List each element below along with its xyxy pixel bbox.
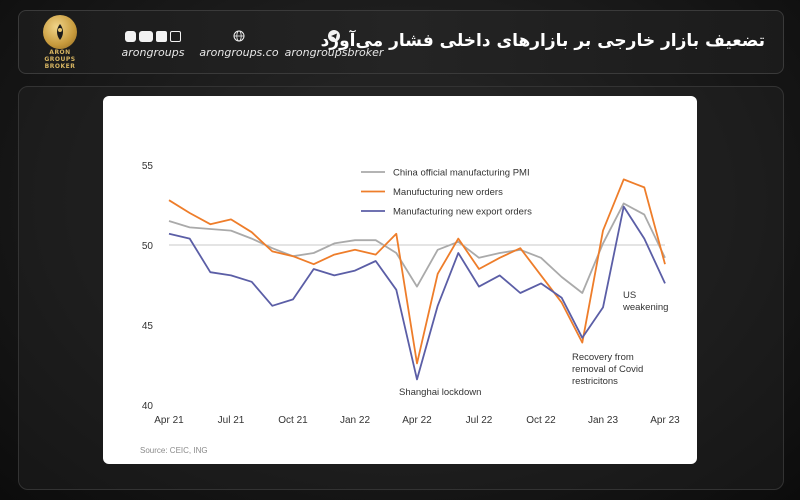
x-tick-label: Apr 21 <box>154 415 184 426</box>
telegram-icon[interactable] <box>328 30 340 42</box>
x-tick-label: Jul 22 <box>466 415 493 426</box>
chart-source: Source: CEIC, ING <box>140 446 208 455</box>
x-tick-label: Apr 23 <box>650 415 680 426</box>
x-tick-label: Jul 21 <box>218 415 245 426</box>
y-tick-label: 50 <box>142 241 154 252</box>
aron-groups-logo[interactable]: ARON GROUPS BROKER <box>29 15 91 71</box>
annotation-recovery-line-2: removal of Covid <box>572 364 643 375</box>
series-line-2 <box>168 178 666 365</box>
social-group-arongroups: arongroups <box>111 29 195 59</box>
youtube-icon[interactable] <box>139 30 153 42</box>
x-tick-label: Oct 22 <box>526 415 556 426</box>
line-chart: 40 45 50 55 Apr 21 Jul 21 Oct 21 Jan 22 Apr 22 Ju… <box>142 161 680 426</box>
legend-label-2: Manufucturing new orders <box>393 187 503 198</box>
annotation-shanghai-lockdown: Shanghai lockdown <box>399 387 481 398</box>
annotation-recovery-line-1: Recovery from <box>572 352 634 363</box>
instagram-icon[interactable] <box>125 30 136 42</box>
x-icon[interactable] <box>170 30 181 42</box>
annotation-recovery-line-3: restricitons <box>572 376 618 387</box>
x-tick-label: Oct 21 <box>278 415 308 426</box>
social-group-website: arongroups.co <box>189 29 289 59</box>
logo-line-3: BROKER <box>44 63 76 70</box>
social-label-arongroups[interactable]: arongroups <box>121 46 185 59</box>
chart-card: 40 45 50 55 Apr 21 Jul 21 Oct 21 Jan 22 Apr 22 Ju… <box>103 96 697 464</box>
x-tick-label: Jan 22 <box>340 415 370 426</box>
social-label-telegram[interactable]: arongroupsbroker <box>284 46 384 59</box>
series-line-3 <box>168 205 666 381</box>
logo-emblem-icon <box>43 15 77 49</box>
series-line-1 <box>168 202 666 294</box>
logo-line-1: ARON <box>49 49 71 56</box>
logo-line-2: GROUPS <box>44 56 76 63</box>
header-bar: ARON GROUPS BROKER arongroups arongroups… <box>18 10 784 74</box>
legend-label-1: China official manufacturing PMI <box>393 168 530 179</box>
page-title: تضعیف بازار خارجی بر بازارهای داخلی فشار… <box>320 31 765 51</box>
x-tick-label: Apr 22 <box>402 415 432 426</box>
social-label-website[interactable]: arongroups.co <box>199 46 279 59</box>
linkedin-icon[interactable] <box>156 30 167 42</box>
annotation-us-weakening-line-2: weakening <box>622 302 668 313</box>
y-tick-label: 55 <box>142 161 154 172</box>
x-tick-label: Jan 23 <box>588 415 618 426</box>
legend-label-3: Manufacturing new export orders <box>393 207 532 218</box>
annotation-us-weakening-line-1: US <box>623 290 636 301</box>
y-tick-label: 45 <box>142 321 154 332</box>
social-group-telegram: arongroupsbroker <box>279 29 389 59</box>
globe-icon[interactable] <box>233 30 245 42</box>
y-tick-label: 40 <box>142 401 154 412</box>
